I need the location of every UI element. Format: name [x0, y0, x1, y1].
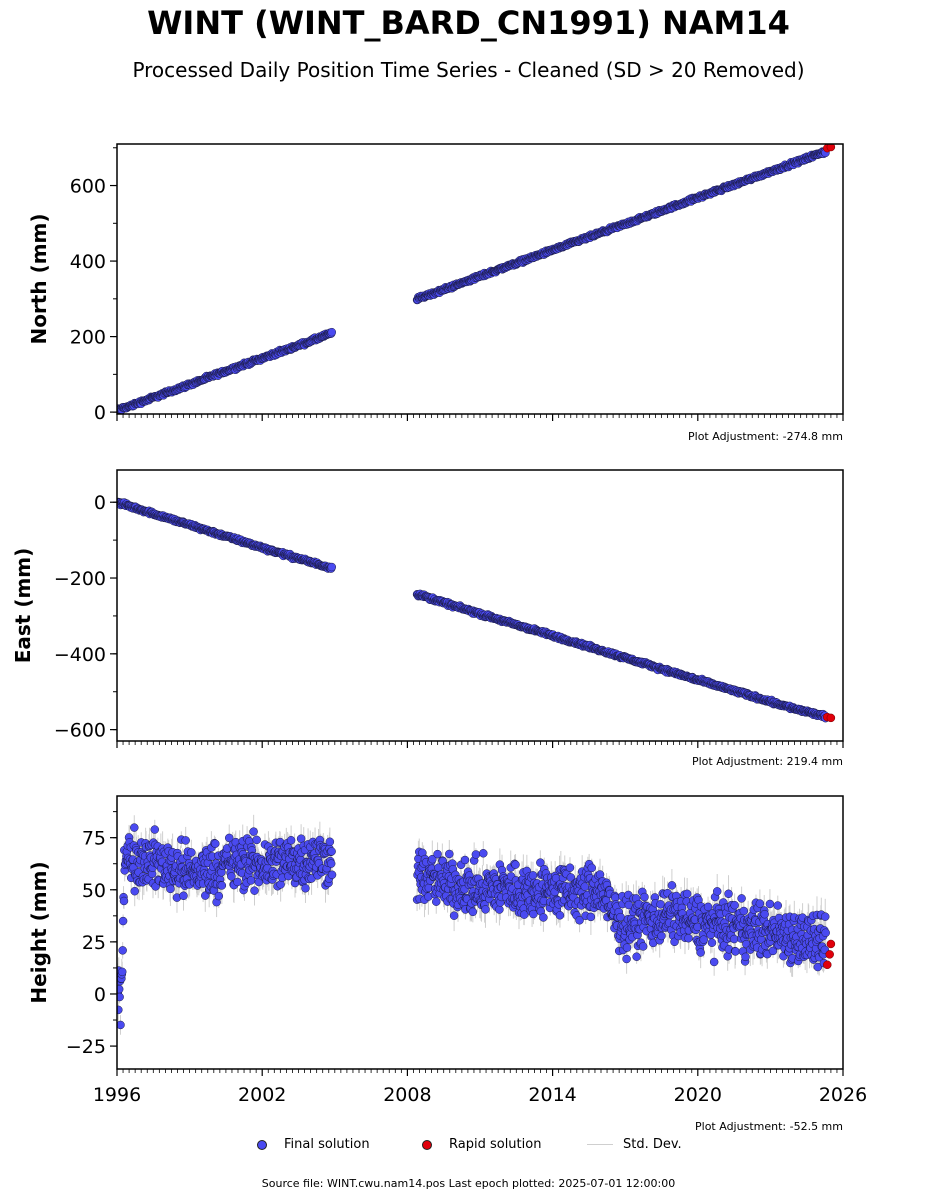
panel-east: 0 −200 −400 −600 East (mm) Plot Adjustment: 2… — [11, 469, 844, 768]
y-tick-label: −400 — [54, 644, 106, 666]
y-tick-label: 400 — [70, 251, 106, 273]
rapid-solution-points — [823, 712, 836, 723]
chart-title: WINT (WINT_BARD_CN1991) NAM14 — [147, 4, 790, 42]
plot-area — [117, 497, 836, 723]
plot-frame — [116, 469, 844, 742]
rapid-point — [826, 144, 836, 152]
y-tick-label: −200 — [54, 568, 106, 590]
plot-adjustment-note: Plot Adjustment: 219.4 mm — [692, 755, 843, 768]
plot-area — [117, 814, 836, 1035]
final-solution-points — [117, 147, 830, 414]
y-tick-label: 0 — [94, 402, 106, 424]
plot-area — [117, 144, 836, 414]
plot-adjustment-note: Plot Adjustment: -274.8 mm — [688, 430, 843, 443]
panel-north: 0 200 400 600 North (mm) Plot Adjustment: -27… — [27, 143, 844, 443]
y-axis-label: East (mm) — [11, 548, 35, 664]
final-solution-points — [117, 497, 830, 723]
y-tick-label: 0 — [94, 492, 106, 514]
chart-subtitle: Processed Daily Position Time Series - C… — [132, 58, 805, 82]
y-axis-label: North (mm) — [27, 213, 51, 344]
rapid-solution-points — [823, 144, 836, 153]
rapid-point — [826, 713, 836, 723]
final-point — [327, 562, 337, 572]
y-tick-label: −600 — [54, 720, 106, 742]
y-tick-label: 600 — [70, 176, 106, 198]
final-point — [327, 327, 337, 337]
y-tick-label: 200 — [70, 327, 106, 349]
